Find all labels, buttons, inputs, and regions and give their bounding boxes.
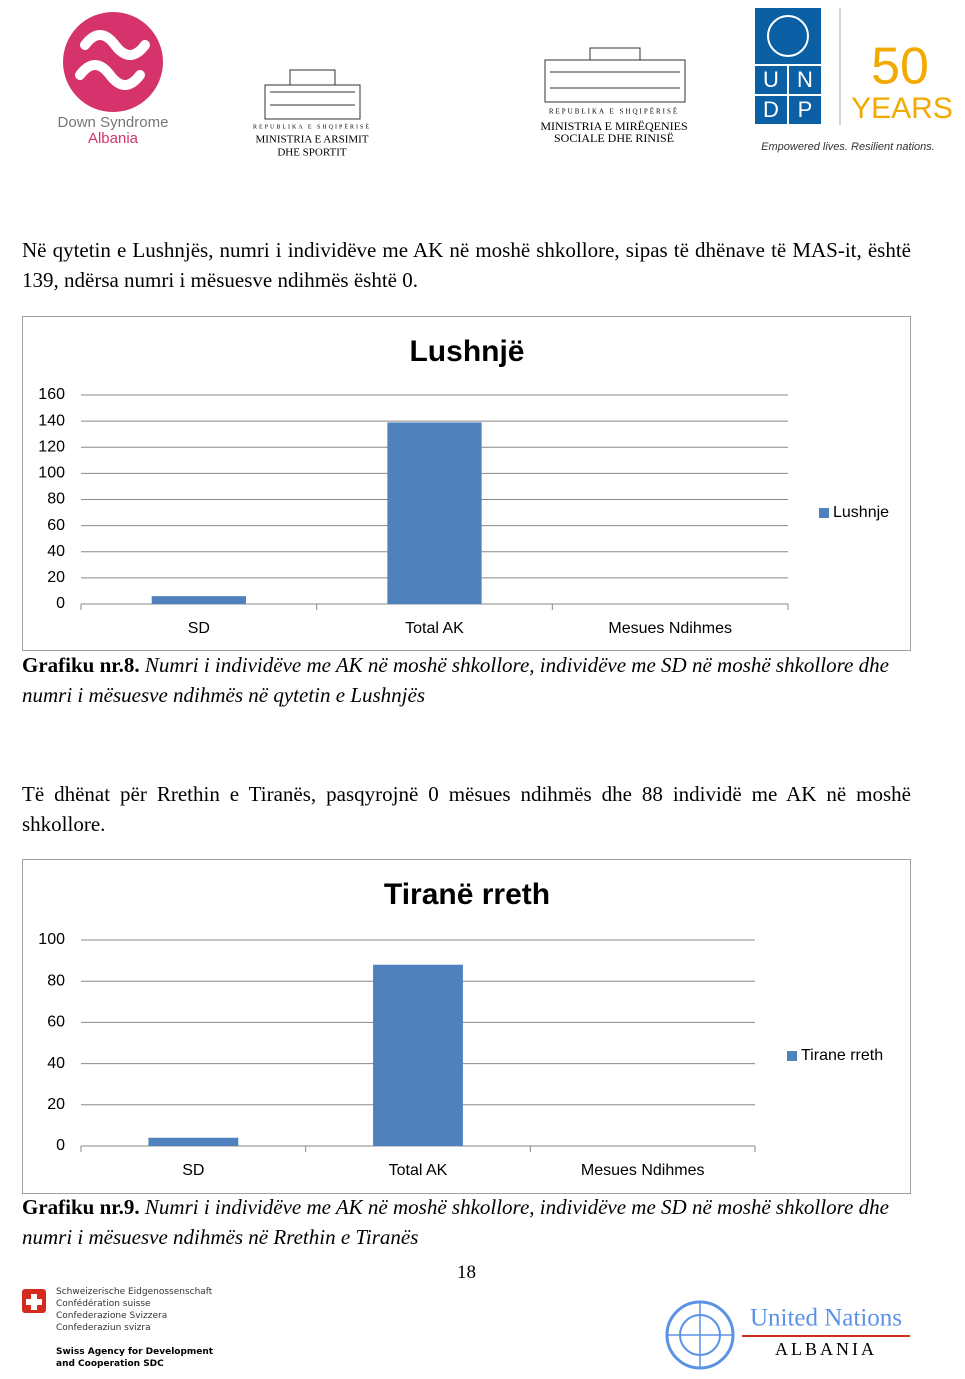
y-tick-label: 140 [38, 412, 65, 429]
undp-letters: U ND P [755, 66, 821, 124]
swiss-line: Confédération suisse [56, 1299, 151, 1309]
page-number: 18 [457, 1262, 476, 1283]
y-tick-label: 40 [47, 1055, 65, 1072]
caption-text: Numri i individëve me AK në moshë shkoll… [22, 653, 889, 707]
undp-cell [755, 96, 787, 124]
ministry-republic: REPUBLIKA E SHQIPËRISË [253, 123, 371, 130]
building-1 [264, 69, 361, 120]
undp-letter: D [763, 97, 779, 122]
y-tick-label: 80 [47, 972, 65, 989]
chart: Lushnjë 0 20 40 60 80 100 120 140 160 SD Total AK Me… [38, 335, 889, 637]
legend-swatch [819, 508, 829, 518]
undp-letter: P [798, 97, 813, 122]
building-2 [544, 47, 686, 103]
y-tick-label: 20 [47, 569, 65, 586]
y-tick-label: 100 [38, 465, 65, 482]
y-tick-label: 0 [56, 1137, 65, 1154]
bar [148, 1137, 239, 1146]
y-tick-label: 20 [47, 1096, 65, 1113]
caption: Grafiku nr.8. Numri i individëve me AK n… [22, 650, 911, 710]
swiss-text: Schweizerische Eidgenossenschaft Confédé… [56, 1286, 212, 1334]
ds-logo [63, 12, 163, 112]
ministry-name: DHE SPORTIT [277, 147, 347, 159]
chart: Tiranë rreth 0 20 40 60 80 100 SD Total AK Mesues… [38, 878, 883, 1179]
ministry-name: SOCIALE DHE RINISË [554, 131, 674, 145]
y-tick-label: 120 [38, 438, 65, 455]
caption-label: Grafiku nr.9. [22, 1195, 140, 1219]
legend-swatch [787, 1051, 797, 1061]
ds-country: Albania [88, 130, 139, 147]
swiss-line: Confederazione Svizzera [56, 1311, 168, 1321]
undp-cell [755, 66, 787, 94]
undp-globe [767, 15, 809, 57]
y-tick-label: 60 [47, 1014, 65, 1031]
chart-frame: Tiranë rreth 0 20 40 60 80 100 SD Total AK Mesues… [22, 859, 911, 1194]
sdc-line: and Cooperation SDC [56, 1359, 164, 1369]
sdc-line: Swiss Agency for Development [56, 1347, 214, 1357]
x-tick-label: Mesues Ndihmes [608, 620, 732, 637]
paragraph: Në qytetin e Lushnjës, numri i individëv… [22, 238, 911, 292]
y-tick-label: 100 [38, 931, 65, 948]
y-tick-label: 60 [47, 517, 65, 534]
bar [387, 422, 482, 604]
x-tick-label: Total AK [405, 620, 464, 637]
swiss-flag [22, 1289, 46, 1313]
caption: Grafiku nr.9. Numri i individëve me AK n… [22, 1192, 911, 1252]
swiss-line: Schweizerische Eidgenossenschaft [56, 1287, 213, 1297]
chart-frame: Lushnjë 0 20 40 60 80 100 120 140 160 SD Total AK Me… [22, 316, 911, 651]
chart-title: Tiranë rreth [384, 878, 550, 911]
x-tick-label: SD [182, 1162, 204, 1179]
undp-letter: U [763, 67, 779, 92]
ministry-name: MINISTRIA E MIRËQENIES [540, 119, 687, 133]
legend-label: Tirane rreth [801, 1047, 883, 1064]
un-logo: United Nations ALBANIA [665, 1300, 910, 1370]
chart-title: Lushnjë [409, 335, 524, 368]
undp-tagline: Empowered lives. Resilient nations. [761, 141, 935, 153]
caption-label: Grafiku nr.8. [22, 653, 140, 677]
ministry-republic: REPUBLIKA E SHQIPËRISË [549, 108, 679, 116]
swiss-line: Confederaziun svizra [56, 1323, 151, 1333]
y-tick-label: 80 [47, 491, 65, 508]
legend-label: Lushnje [833, 504, 889, 521]
y-tick-label: 40 [47, 543, 65, 560]
x-tick-label: Mesues Ndihmes [581, 1162, 705, 1179]
ds-name: Down Syndrome [58, 114, 169, 131]
un-country: ALBANIA [775, 1339, 877, 1359]
y-tick-label: 0 [56, 595, 65, 612]
caption-text: Numri i individëve me AK në moshë shkoll… [22, 1195, 889, 1249]
ministry-name: MINISTRIA E ARSIMIT [255, 134, 368, 146]
bar [151, 596, 246, 604]
undp-cell [789, 96, 821, 124]
undp-years: YEARS [851, 92, 953, 125]
sdc-text: Swiss Agency for Development and Coopera… [56, 1346, 213, 1370]
undp-emblem [755, 8, 821, 64]
x-tick-label: SD [188, 620, 210, 637]
un-name: United Nations [750, 1305, 902, 1332]
undp-letter: N [797, 67, 813, 92]
y-tick-label: 160 [38, 386, 65, 403]
header-logos: Down Syndrome Albania REPUBLIKA E SHQIPË… [58, 8, 953, 159]
bar [373, 964, 463, 1146]
x-tick-label: Total AK [389, 1162, 448, 1179]
undp-fifty: 50 [871, 38, 929, 96]
undp-cell [789, 66, 821, 94]
paragraph: Të dhënat për Rrethin e Tiranës, pasqyro… [22, 782, 911, 836]
ds-logo-mark [75, 30, 150, 90]
